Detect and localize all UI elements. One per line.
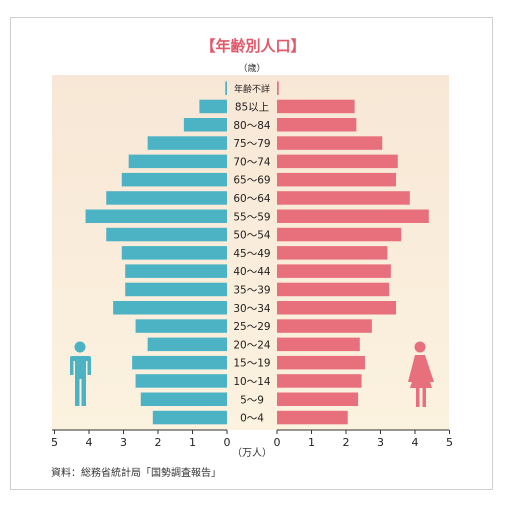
age-label-9: 45～49 (233, 248, 270, 260)
female-figure-icon (408, 341, 434, 407)
bar-right-10 (277, 264, 391, 278)
tick-label-4: 1 (189, 436, 196, 449)
tick-label-7: 1 (308, 436, 315, 449)
bar-right-14 (277, 337, 360, 352)
bar-left-7 (85, 209, 227, 223)
male-figure-icon (70, 341, 91, 406)
bar-left-8 (106, 227, 227, 242)
age-label-3: 75～79 (233, 138, 270, 150)
bar-right-4 (277, 154, 398, 169)
age-label-5: 65～69 (233, 175, 270, 187)
bar-left-14 (147, 337, 227, 352)
bar-left-6 (106, 191, 227, 205)
bar-right-0 (277, 81, 279, 95)
age-label-0: 年齢不詳 (234, 83, 270, 95)
bar-right-16 (277, 374, 362, 388)
bar-right-6 (277, 191, 410, 205)
age-label-4: 70～74 (233, 156, 271, 168)
bar-right-13 (277, 319, 372, 333)
bar-right-12 (277, 301, 397, 315)
bar-right-2 (277, 118, 357, 132)
age-label-2: 80～84 (233, 120, 271, 132)
tick-label-5: 0 (224, 436, 231, 449)
bar-left-2 (183, 118, 227, 132)
tick-label-10: 4 (412, 436, 419, 449)
age-label-7: 55～59 (233, 211, 270, 223)
bar-left-16 (135, 374, 227, 388)
bar-left-4 (128, 154, 227, 169)
age-label-6: 60～64 (233, 193, 271, 205)
tick-label-0: 5 (51, 436, 58, 449)
bar-right-7 (277, 209, 429, 223)
age-label-13: 25～29 (233, 321, 270, 333)
bar-right-9 (277, 246, 388, 260)
tick-label-8: 2 (343, 436, 350, 449)
bar-right-8 (277, 227, 402, 242)
age-unit-label: （歳） (238, 62, 265, 74)
source-note: 資料：総務省統計局「国勢調査報告」 (51, 466, 221, 479)
bar-right-3 (277, 136, 383, 150)
bar-left-17 (140, 392, 227, 406)
bar-right-17 (277, 392, 359, 406)
bar-right-18 (277, 410, 348, 425)
tick-label-6: 0 (274, 436, 281, 449)
chart-title: 【年齢別人口】 (200, 37, 305, 55)
age-label-16: 10～14 (233, 376, 271, 388)
tick-label-3: 2 (155, 436, 162, 449)
age-label-17: 5～9 (240, 394, 264, 406)
tick-label-9: 3 (377, 436, 384, 449)
bar-left-9 (121, 246, 227, 260)
age-label-8: 50～54 (233, 230, 271, 242)
bar-left-3 (147, 136, 227, 150)
tick-label-2: 3 (120, 436, 127, 449)
bar-left-11 (125, 282, 227, 297)
tick-label-11: 5 (446, 436, 453, 449)
age-label-12: 30～34 (233, 303, 271, 315)
bar-right-11 (277, 282, 390, 297)
age-label-1: 85以上 (235, 101, 269, 113)
bar-left-13 (135, 319, 227, 333)
tick-label-1: 4 (86, 436, 93, 449)
bar-left-1 (199, 99, 227, 114)
age-label-15: 15～19 (233, 358, 270, 370)
bar-right-15 (277, 355, 365, 370)
bar-left-18 (152, 410, 227, 425)
bar-left-0 (225, 81, 227, 95)
age-label-10: 40～44 (233, 266, 271, 278)
bar-left-5 (121, 172, 227, 187)
age-label-11: 35～39 (233, 284, 270, 296)
value-unit-label: （万人） (232, 447, 272, 459)
bar-right-1 (277, 99, 355, 114)
bar-left-15 (132, 355, 227, 370)
bar-left-10 (125, 264, 227, 278)
bar-right-5 (277, 172, 397, 187)
age-label-18: 0～4 (240, 413, 264, 425)
age-label-14: 20～24 (233, 339, 271, 351)
bar-left-12 (113, 301, 227, 315)
